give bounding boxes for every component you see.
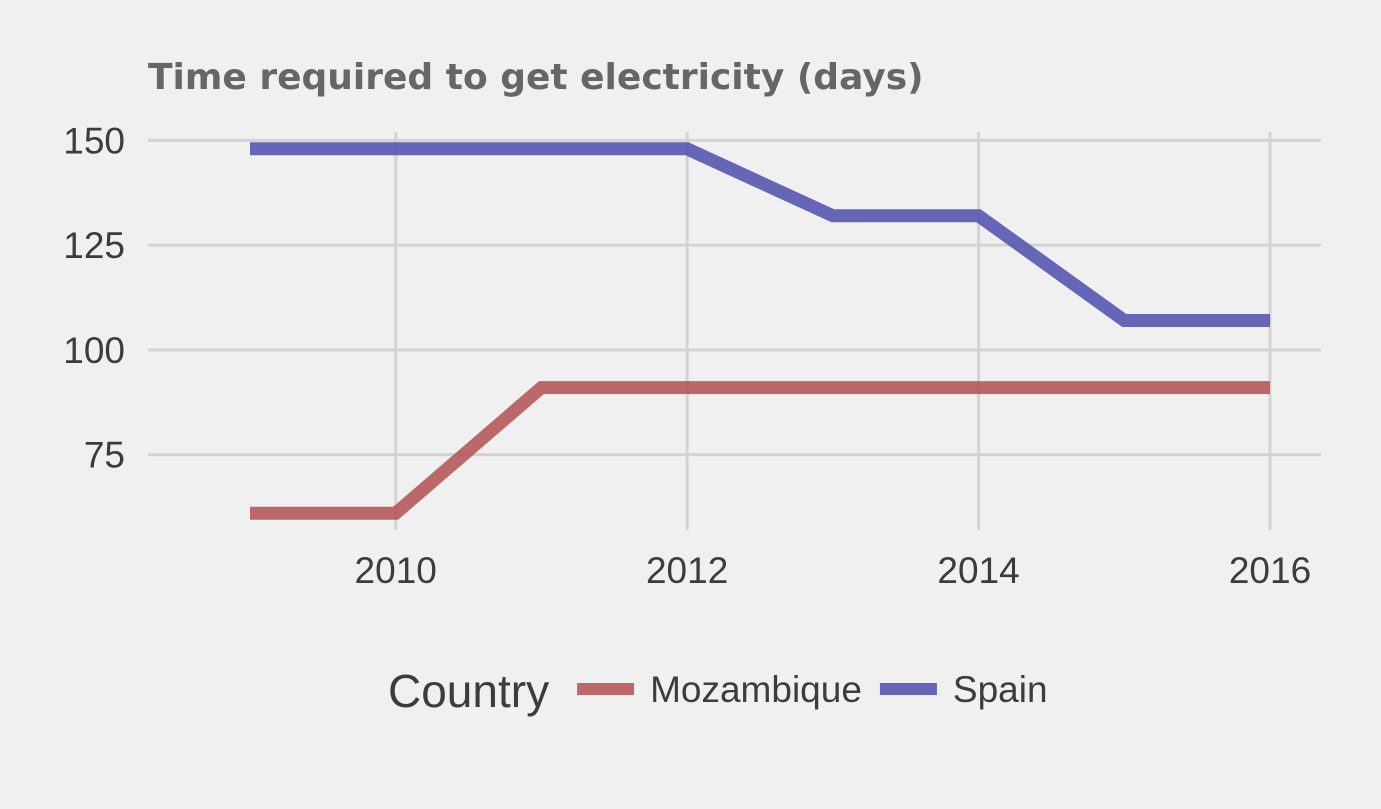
x-tick-label-2014: 2014 xyxy=(937,550,1019,591)
legend-label-mozambique: Mozambique xyxy=(650,669,862,710)
y-tick-label-125: 125 xyxy=(63,225,125,266)
x-axis-ticks: 2010 2012 2014 2016 xyxy=(355,550,1312,591)
y-tick-label-100: 100 xyxy=(63,330,125,371)
legend-label-spain: Spain xyxy=(953,669,1048,710)
y-tick-label-75: 75 xyxy=(84,435,125,476)
x-tick-label-2016: 2016 xyxy=(1229,550,1311,591)
gridlines xyxy=(148,132,1321,530)
legend-title: Country xyxy=(388,665,549,717)
series-line-mozambique xyxy=(250,381,1270,520)
legend: Country Mozambique Spain xyxy=(388,665,1048,717)
y-tick-label-150: 150 xyxy=(63,120,125,161)
series-lines xyxy=(250,142,1270,520)
series-line-spain xyxy=(250,142,1270,327)
chart-title: Time required to get electricity (days) xyxy=(148,57,924,98)
y-axis-ticks: 75 100 125 150 xyxy=(63,120,125,475)
x-tick-label-2012: 2012 xyxy=(646,550,728,591)
x-tick-label-2010: 2010 xyxy=(355,550,437,591)
